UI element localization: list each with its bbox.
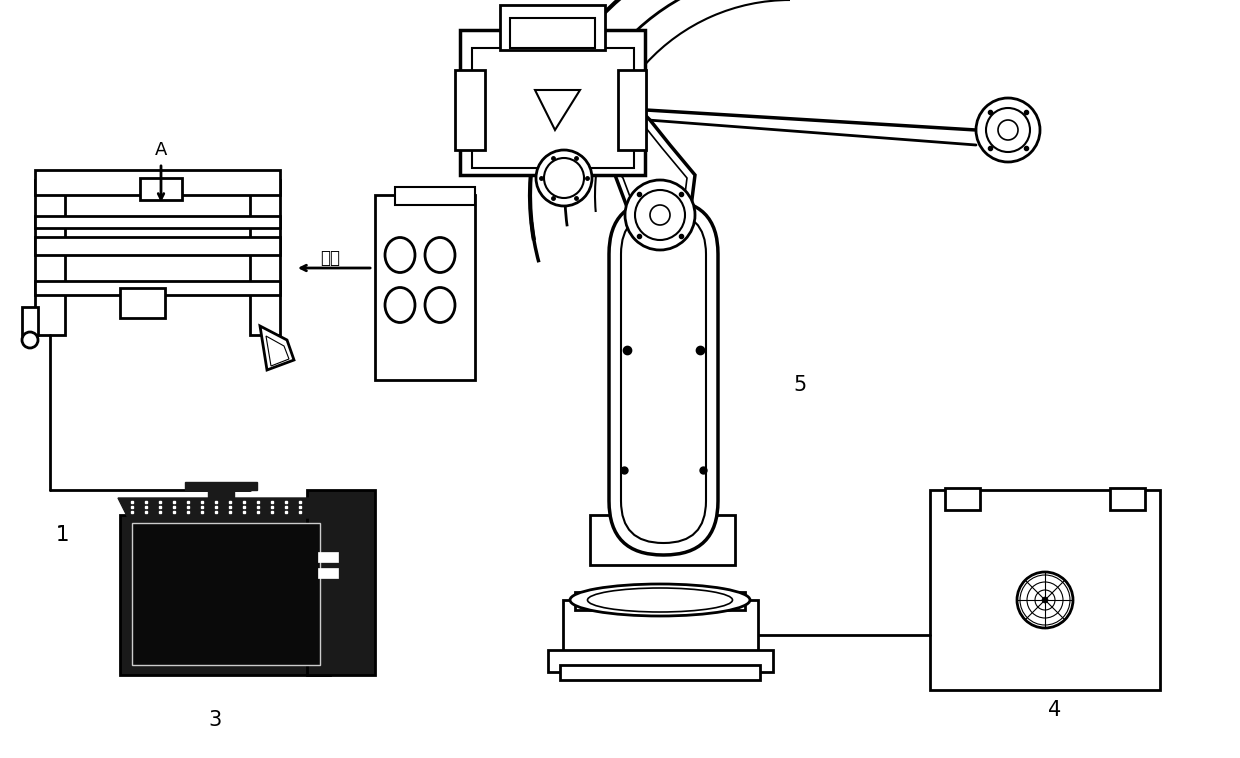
Ellipse shape <box>570 584 750 616</box>
Bar <box>120 515 330 675</box>
Text: 1: 1 <box>56 525 68 545</box>
Text: 5: 5 <box>794 375 807 395</box>
Bar <box>590 515 735 565</box>
Polygon shape <box>118 498 340 518</box>
Bar <box>618 70 646 150</box>
Bar <box>548 650 773 672</box>
Bar <box>472 48 634 168</box>
Bar <box>35 281 280 295</box>
Ellipse shape <box>425 287 455 322</box>
FancyBboxPatch shape <box>609 200 718 555</box>
Bar <box>22 307 38 335</box>
Circle shape <box>1017 572 1073 628</box>
Polygon shape <box>556 100 694 215</box>
Bar <box>460 30 645 175</box>
Bar <box>396 187 475 205</box>
Bar <box>930 490 1159 690</box>
Bar <box>563 600 758 658</box>
Circle shape <box>998 120 1018 140</box>
Bar <box>250 180 280 335</box>
Bar <box>35 170 280 195</box>
Bar <box>510 18 595 48</box>
Bar <box>35 180 64 335</box>
Text: 2: 2 <box>304 525 316 545</box>
Circle shape <box>976 98 1040 162</box>
Text: 左视: 左视 <box>320 249 340 267</box>
Bar <box>374 195 475 380</box>
Ellipse shape <box>384 237 415 272</box>
Bar <box>500 5 605 50</box>
Ellipse shape <box>384 287 415 322</box>
Polygon shape <box>260 326 294 370</box>
Ellipse shape <box>588 588 733 612</box>
Bar <box>575 592 745 610</box>
Polygon shape <box>267 336 289 366</box>
Circle shape <box>1042 597 1048 603</box>
Circle shape <box>650 205 670 225</box>
Bar <box>560 665 760 680</box>
Bar <box>35 237 280 255</box>
Bar <box>35 216 280 228</box>
Text: 1: 1 <box>56 525 68 545</box>
Bar <box>317 552 339 562</box>
Bar <box>208 485 234 515</box>
Circle shape <box>544 158 584 198</box>
Bar <box>120 288 165 318</box>
Bar <box>131 523 320 665</box>
Bar <box>1110 488 1145 510</box>
Circle shape <box>986 108 1030 152</box>
Polygon shape <box>534 90 580 130</box>
Circle shape <box>625 180 694 250</box>
Bar <box>945 488 980 510</box>
Bar <box>317 568 339 578</box>
Circle shape <box>536 150 591 206</box>
FancyBboxPatch shape <box>621 212 706 543</box>
Bar <box>140 178 182 200</box>
Ellipse shape <box>425 237 455 272</box>
Bar <box>308 490 374 675</box>
Text: 4: 4 <box>1048 700 1061 720</box>
Bar <box>185 482 257 490</box>
Circle shape <box>635 190 684 240</box>
Circle shape <box>22 332 38 348</box>
Text: 3: 3 <box>208 710 222 730</box>
Text: A: A <box>155 141 167 159</box>
Bar <box>455 70 485 150</box>
